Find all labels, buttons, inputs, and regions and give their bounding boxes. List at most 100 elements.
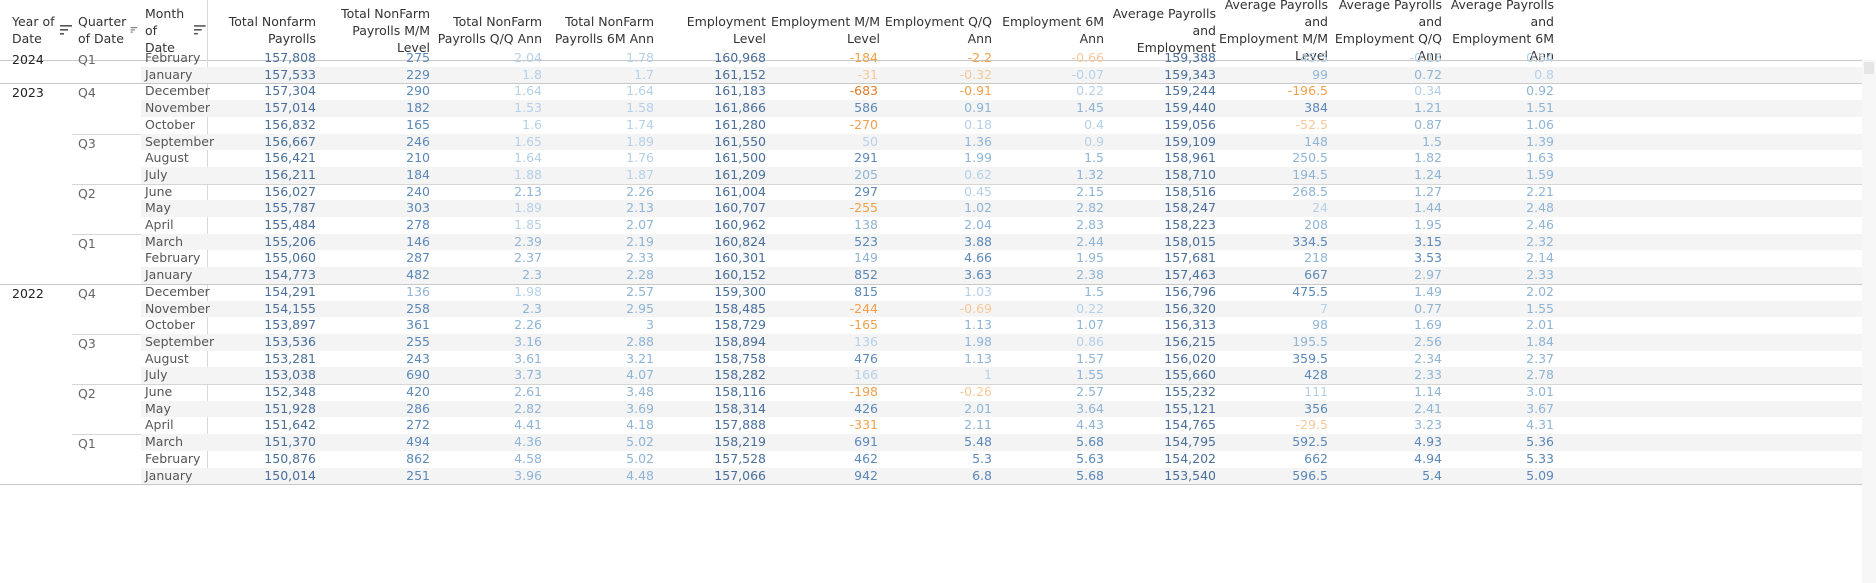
value-cell-employment-mm-level[interactable]: 136 <box>854 333 878 349</box>
value-cell-total-nonfarm-payrolls-qq-ann[interactable]: 2.37 <box>514 250 542 266</box>
value-cell-employment-6m-ann[interactable]: 2.15 <box>1076 183 1104 199</box>
value-cell-avg-payrolls-and-employment-qq-ann[interactable]: 2.56 <box>1414 333 1442 349</box>
value-cell-employment-mm-level[interactable]: 586 <box>854 100 878 116</box>
value-cell-employment-mm-level[interactable]: 291 <box>854 150 878 166</box>
value-cell-avg-payrolls-and-employment-mm-level[interactable]: 384 <box>1304 100 1328 116</box>
value-cell-avg-payrolls-and-employment-qq-ann[interactable]: 4.94 <box>1414 450 1442 466</box>
value-cell-total-nonfarm-payrolls-mm-level[interactable]: 420 <box>406 384 430 399</box>
value-cell-employment-qq-ann[interactable]: 0.62 <box>964 166 992 182</box>
value-cell-avg-payrolls-and-employment[interactable]: 154,795 <box>1164 434 1216 450</box>
value-cell-total-nonfarm-payrolls-qq-ann[interactable]: 4.36 <box>514 434 542 450</box>
value-cell-avg-payrolls-and-employment-qq-ann[interactable]: 1.14 <box>1414 384 1442 399</box>
value-cell-employment-mm-level[interactable]: -255 <box>849 200 878 216</box>
value-cell-avg-payrolls-and-employment[interactable]: 154,202 <box>1164 450 1216 466</box>
value-cell-employment-level[interactable]: 161,183 <box>714 83 766 99</box>
value-cell-avg-payrolls-and-employment[interactable]: 158,015 <box>1164 233 1216 249</box>
value-cell-total-nonfarm-payrolls-6m-ann[interactable]: 1.89 <box>626 133 654 149</box>
value-cell-total-nonfarm-payrolls-6m-ann[interactable]: 2.95 <box>626 300 654 316</box>
table-row[interactable]: December 154,291 136 1.98 2.57 159,300 815 1.03… <box>0 284 1862 304</box>
value-cell-avg-payrolls-and-employment-6m-ann[interactable]: 0.92 <box>1526 83 1554 99</box>
value-cell-employment-qq-ann[interactable]: 5.3 <box>972 450 992 466</box>
value-cell-employment-mm-level[interactable]: -184 <box>849 50 878 65</box>
table-row[interactable]: March 151,370 494 4.36 5.02 158,219 691 5.48 5.6… <box>0 434 1862 454</box>
value-cell-total-nonfarm-payrolls[interactable]: 156,421 <box>264 150 316 166</box>
value-cell-avg-payrolls-and-employment-6m-ann[interactable]: 1.55 <box>1526 300 1554 316</box>
value-cell-employment-mm-level[interactable]: -198 <box>849 384 878 399</box>
value-cell-avg-payrolls-and-employment-qq-ann[interactable]: 2.33 <box>1414 367 1442 383</box>
value-cell-avg-payrolls-and-employment[interactable]: 154,765 <box>1164 417 1216 433</box>
value-cell-total-nonfarm-payrolls-qq-ann[interactable]: 2.3 <box>522 300 542 316</box>
value-cell-employment-6m-ann[interactable]: -0.66 <box>1071 50 1104 65</box>
value-cell-total-nonfarm-payrolls[interactable]: 155,787 <box>264 200 316 216</box>
value-cell-avg-payrolls-and-employment-mm-level[interactable]: -196.5 <box>1287 83 1328 99</box>
value-cell-avg-payrolls-and-employment-mm-level[interactable]: 218 <box>1304 250 1328 266</box>
value-cell-total-nonfarm-payrolls-mm-level[interactable]: 146 <box>406 233 430 249</box>
value-cell-avg-payrolls-and-employment-qq-ann[interactable]: -0.13 <box>1409 50 1442 65</box>
table-row[interactable]: January 154,773 482 2.3 2.28 160,152 852 3.63 2.… <box>0 267 1862 287</box>
value-cell-employment-qq-ann[interactable]: -0.91 <box>959 83 992 99</box>
value-cell-avg-payrolls-and-employment-mm-level[interactable]: 428 <box>1304 367 1328 383</box>
table-row[interactable]: February 157,808 275 2.04 1.78 160,968 -184 -2.… <box>0 50 1862 70</box>
value-cell-avg-payrolls-and-employment-qq-ann[interactable]: 4.93 <box>1414 434 1442 450</box>
value-cell-avg-payrolls-and-employment[interactable]: 156,215 <box>1164 333 1216 349</box>
value-cell-employment-mm-level[interactable]: 523 <box>854 233 878 249</box>
value-cell-avg-payrolls-and-employment-mm-level[interactable]: 24 <box>1312 200 1328 216</box>
value-cell-total-nonfarm-payrolls[interactable]: 157,533 <box>264 66 316 82</box>
value-cell-total-nonfarm-payrolls-6m-ann[interactable]: 5.02 <box>626 434 654 450</box>
value-cell-total-nonfarm-payrolls-qq-ann[interactable]: 4.41 <box>514 417 542 433</box>
value-cell-avg-payrolls-and-employment-qq-ann[interactable]: 3.15 <box>1414 233 1442 249</box>
value-cell-employment-6m-ann[interactable]: 1.5 <box>1084 150 1104 166</box>
value-cell-employment-level[interactable]: 161,209 <box>714 166 766 182</box>
column-header-avg-payrolls-and-employment-6m-ann[interactable]: Average Payrolls and Employment 6M Ann <box>1444 0 1554 63</box>
value-cell-employment-6m-ann[interactable]: 4.43 <box>1076 417 1104 433</box>
value-cell-employment-level[interactable]: 158,219 <box>714 434 766 450</box>
value-cell-total-nonfarm-payrolls-6m-ann[interactable]: 4.48 <box>626 467 654 483</box>
value-cell-total-nonfarm-payrolls-qq-ann[interactable]: 1.85 <box>514 217 542 232</box>
value-cell-total-nonfarm-payrolls-mm-level[interactable]: 251 <box>406 467 430 483</box>
value-cell-total-nonfarm-payrolls-6m-ann[interactable]: 3.21 <box>626 350 654 366</box>
value-cell-avg-payrolls-and-employment-6m-ann[interactable]: 3.67 <box>1526 400 1554 416</box>
value-cell-avg-payrolls-and-employment-6m-ann[interactable]: 2.48 <box>1526 200 1554 216</box>
value-cell-employment-6m-ann[interactable]: 1.55 <box>1076 367 1104 383</box>
table-row[interactable]: June 156,027 240 2.13 2.26 161,004 297 0.45 2.15… <box>0 184 1862 204</box>
value-cell-employment-6m-ann[interactable]: 0.22 <box>1076 83 1104 99</box>
value-cell-total-nonfarm-payrolls[interactable]: 156,211 <box>264 166 316 182</box>
value-cell-employment-level[interactable]: 161,152 <box>714 66 766 82</box>
value-cell-total-nonfarm-payrolls-mm-level[interactable]: 240 <box>406 183 430 199</box>
table-row[interactable]: July 153,038 690 3.73 4.07 158,282 166 1 1.55 155… <box>0 367 1862 387</box>
value-cell-total-nonfarm-payrolls-mm-level[interactable]: 290 <box>406 83 430 99</box>
value-cell-total-nonfarm-payrolls-qq-ann[interactable]: 3.96 <box>514 467 542 483</box>
value-cell-total-nonfarm-payrolls-6m-ann[interactable]: 5.02 <box>626 450 654 466</box>
value-cell-total-nonfarm-payrolls[interactable]: 157,014 <box>264 100 316 116</box>
value-cell-total-nonfarm-payrolls-mm-level[interactable]: 286 <box>406 400 430 416</box>
value-cell-total-nonfarm-payrolls-mm-level[interactable]: 165 <box>406 116 430 132</box>
value-cell-total-nonfarm-payrolls[interactable]: 154,291 <box>264 283 316 299</box>
value-cell-avg-payrolls-and-employment[interactable]: 156,320 <box>1164 300 1216 316</box>
value-cell-total-nonfarm-payrolls-qq-ann[interactable]: 3.73 <box>514 367 542 383</box>
column-header-month[interactable]: Month of Date <box>145 0 207 60</box>
value-cell-total-nonfarm-payrolls-mm-level[interactable]: 184 <box>406 166 430 182</box>
table-row[interactable]: January 150,014 251 3.96 4.48 157,066 942 6.8 5.… <box>0 467 1862 488</box>
value-cell-employment-6m-ann[interactable]: 0.9 <box>1084 133 1104 149</box>
value-cell-employment-level[interactable]: 158,729 <box>714 317 766 333</box>
value-cell-employment-mm-level[interactable]: 476 <box>854 350 878 366</box>
value-cell-avg-payrolls-and-employment[interactable]: 156,796 <box>1164 283 1216 299</box>
value-cell-total-nonfarm-payrolls[interactable]: 156,027 <box>264 183 316 199</box>
table-row[interactable]: November 154,155 258 2.3 2.95 158,485 -244 -0.6… <box>0 300 1862 321</box>
value-cell-employment-mm-level[interactable]: -683 <box>849 83 878 99</box>
value-cell-avg-payrolls-and-employment-6m-ann[interactable]: 1.84 <box>1526 333 1554 349</box>
value-cell-avg-payrolls-and-employment-qq-ann[interactable]: 1.5 <box>1422 133 1442 149</box>
column-header-avg-payrolls-and-employment[interactable]: Average Payrolls and Employment <box>1108 0 1216 60</box>
value-cell-employment-mm-level[interactable]: 166 <box>854 367 878 383</box>
value-cell-employment-qq-ann[interactable]: 1.36 <box>964 133 992 149</box>
value-cell-employment-6m-ann[interactable]: 0.22 <box>1076 300 1104 316</box>
value-cell-employment-level[interactable]: 158,485 <box>714 300 766 316</box>
value-cell-avg-payrolls-and-employment-6m-ann[interactable]: 2.78 <box>1526 367 1554 383</box>
value-cell-avg-payrolls-and-employment-6m-ann[interactable]: 0.8 <box>1534 66 1554 82</box>
value-cell-total-nonfarm-payrolls-qq-ann[interactable]: 4.58 <box>514 450 542 466</box>
value-cell-total-nonfarm-payrolls-mm-level[interactable]: 287 <box>406 250 430 266</box>
value-cell-employment-6m-ann[interactable]: 2.82 <box>1076 200 1104 216</box>
value-cell-avg-payrolls-and-employment-mm-level[interactable]: 268.5 <box>1292 183 1328 199</box>
value-cell-total-nonfarm-payrolls-6m-ann[interactable]: 1.58 <box>626 100 654 116</box>
value-cell-employment-qq-ann[interactable]: 1.13 <box>964 350 992 366</box>
